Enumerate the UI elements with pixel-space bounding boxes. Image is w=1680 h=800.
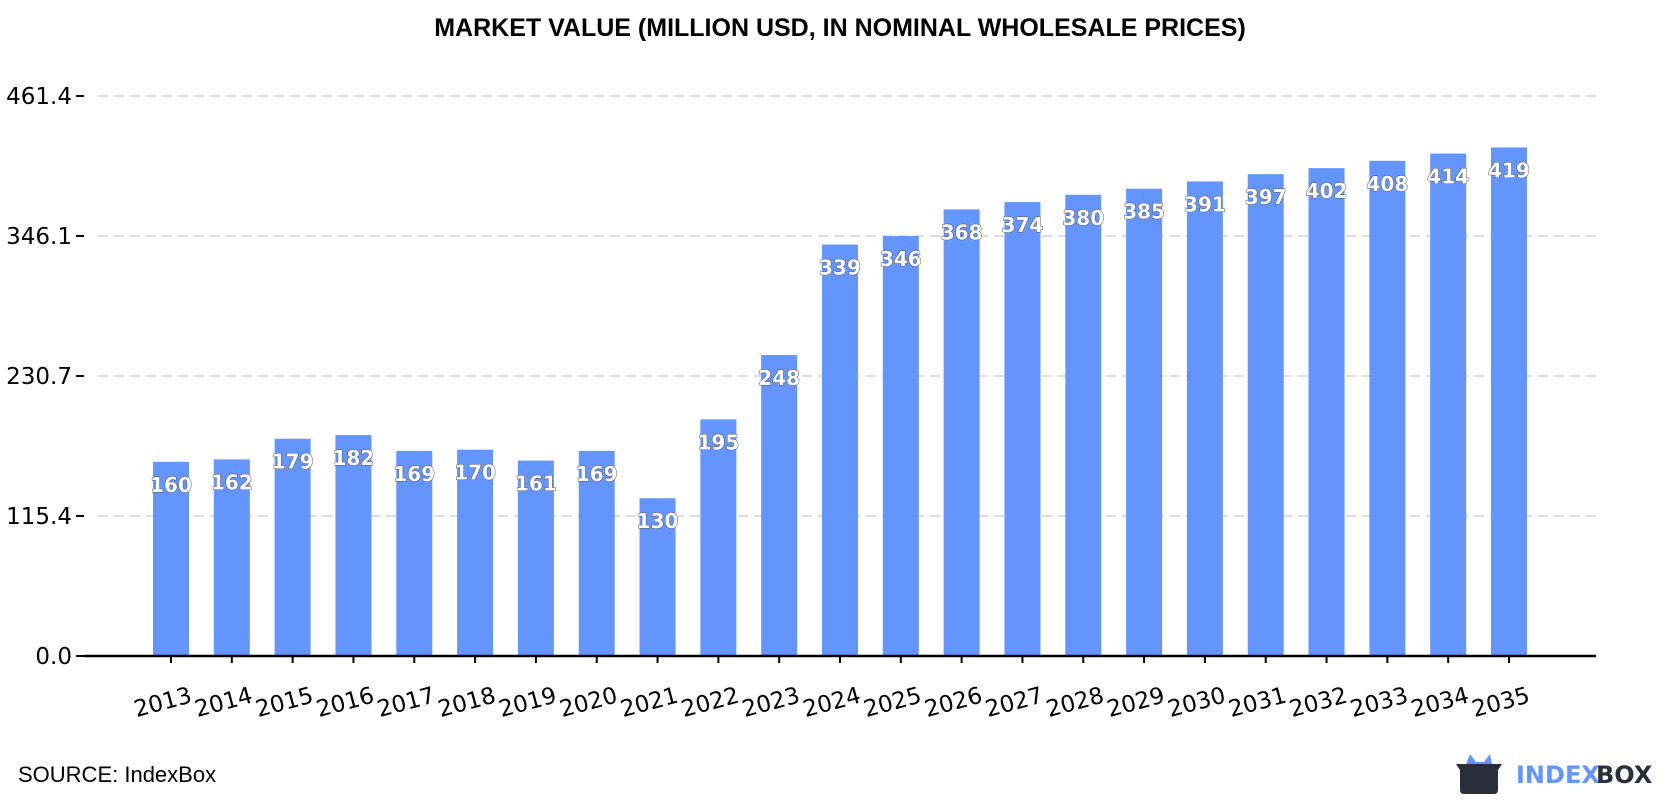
x-tick-label: 2017	[375, 683, 438, 723]
y-tick-label: 230.7	[6, 364, 72, 390]
data-label: 195	[697, 430, 739, 454]
bar	[396, 450, 433, 656]
x-tick-label: 2013	[131, 683, 194, 723]
bar	[1065, 194, 1102, 656]
bar	[1186, 181, 1223, 656]
x-tick-label: 2034	[1408, 683, 1471, 723]
data-label: 248	[758, 366, 800, 390]
svg-text:BOX: BOX	[1596, 761, 1653, 789]
bar	[1004, 202, 1041, 657]
bar	[457, 449, 494, 656]
indexbox-logo: INDEX BOX	[1456, 754, 1653, 794]
bar-chart: 0.0 115.4 230.7 346.1 461.4 160 2013 162 2014 179…	[6, 84, 1596, 723]
x-tick-label: 2018	[435, 683, 498, 723]
data-label: 419	[1488, 158, 1530, 182]
data-label: 414	[1427, 165, 1469, 189]
data-label: 397	[1245, 185, 1287, 209]
x-tick-label: 2029	[1104, 683, 1167, 723]
x-tick-label: 2023	[739, 683, 802, 723]
bar	[761, 355, 798, 656]
x-tick-label: 2021	[618, 683, 681, 723]
bar	[882, 236, 919, 657]
x-tick-label: 2022	[679, 683, 742, 723]
data-label: 169	[576, 462, 618, 486]
x-tick-label: 2035	[1469, 683, 1532, 723]
x-tick-label: 2014	[192, 683, 255, 723]
x-tick-label: 2020	[557, 683, 620, 723]
x-tick-label: 2027	[983, 683, 1046, 723]
bar	[578, 450, 615, 656]
y-tick-label: 461.4	[6, 84, 72, 110]
y-tick-label: 346.1	[6, 224, 72, 250]
x-tick-label: 2015	[253, 683, 316, 723]
bar	[700, 419, 737, 656]
data-label: 374	[1002, 213, 1044, 237]
bar	[1126, 188, 1163, 656]
data-label: 161	[515, 472, 557, 496]
x-tick-label: 2016	[314, 683, 377, 723]
data-label: 162	[211, 470, 253, 494]
bar	[943, 209, 980, 656]
bar	[517, 460, 554, 656]
bar	[1430, 153, 1467, 657]
bar	[213, 459, 250, 656]
data-label: 130	[637, 509, 679, 533]
x-tick-label: 2028	[1044, 683, 1107, 723]
data-label: 391	[1184, 192, 1226, 216]
x-tick-label: 2031	[1226, 683, 1289, 723]
bar	[274, 438, 311, 656]
svg-text:INDEX: INDEX	[1516, 761, 1600, 789]
x-tick-label: 2026	[922, 683, 985, 723]
bar	[1308, 168, 1345, 656]
bar	[335, 435, 372, 656]
x-tick-label: 2025	[861, 683, 924, 723]
chart-title: MARKET VALUE (MILLION USD, IN NOMINAL WH…	[434, 14, 1246, 42]
data-label: 169	[393, 462, 435, 486]
bar	[639, 498, 676, 656]
data-label: 402	[1306, 179, 1348, 203]
data-label: 182	[333, 446, 375, 470]
data-label: 368	[941, 220, 983, 244]
x-tick-label: 2032	[1287, 683, 1350, 723]
bar	[1491, 147, 1527, 657]
bar	[822, 244, 858, 656]
data-label: 346	[880, 247, 922, 271]
y-tick-label: 115.4	[6, 504, 72, 530]
data-label: 179	[272, 450, 314, 474]
y-tick-label: 0.0	[35, 644, 72, 670]
bar	[153, 461, 189, 656]
data-label: 380	[1062, 206, 1104, 230]
source-label: SOURCE: IndexBox	[18, 762, 217, 787]
logo-box-icon	[1456, 764, 1502, 794]
bar	[1369, 160, 1406, 656]
x-tick-label: 2033	[1348, 683, 1411, 723]
x-tick-label: 2024	[800, 683, 863, 723]
x-tick-label: 2019	[496, 683, 559, 723]
data-label: 385	[1123, 200, 1165, 224]
data-label: 339	[819, 256, 861, 280]
data-label: 160	[150, 473, 192, 497]
data-label: 170	[454, 461, 496, 485]
x-tick-label: 2030	[1165, 683, 1228, 723]
bar	[1247, 174, 1284, 656]
data-label: 408	[1366, 172, 1408, 196]
